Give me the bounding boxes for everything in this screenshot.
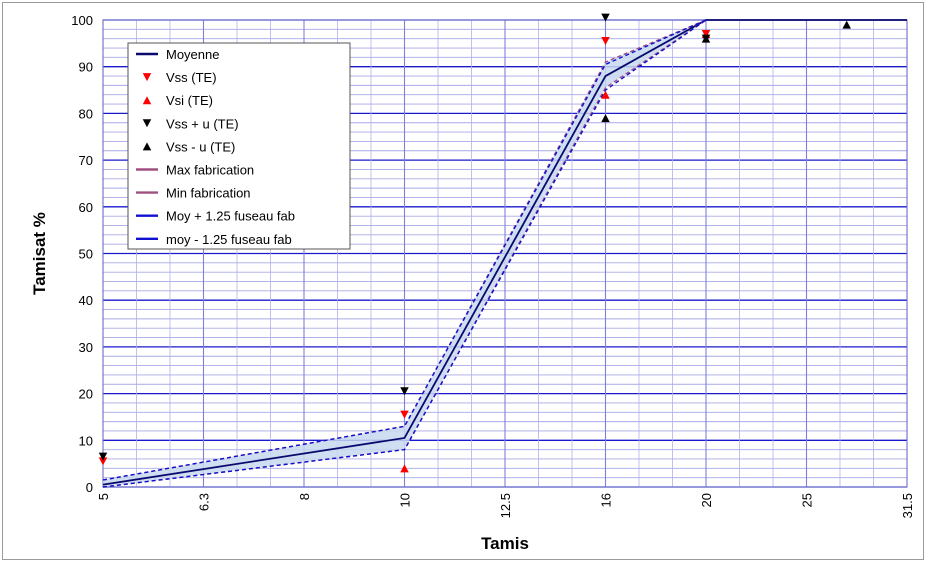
y-tick-label: 40 [79,293,93,308]
legend-swatch-marker [142,96,152,105]
y-tick-label: 90 [79,60,93,75]
marker-vss-u-te- [98,452,108,461]
x-tick-label: 6.3 [197,493,212,511]
marker-vss-u-te- [601,114,610,123]
x-tick-label: 25 [800,493,815,507]
series-line-moy-1-25-fuseau-fab [102,19,707,488]
legend-label: Moyenne [166,47,219,62]
marker-vss-u-te- [400,387,409,396]
series-line-min-fabrication [102,19,707,488]
legend-swatch-marker [142,119,152,128]
granulometry-chart: 0 10 20 30 40 50 60 70 80 90 100 5 6.3 8 10 12.5 16 20 25 3… [30,13,915,553]
legend-label: Min fabrication [166,186,251,201]
axis-ticks: 0 10 20 30 40 50 60 70 80 90 100 5 6.3 8 10 12.5 16 20 25 3… [71,13,915,518]
y-tick-label: 70 [79,153,93,168]
x-tick-label: 5 [96,493,111,500]
legend-label: Vsi (TE) [166,93,213,108]
marker-vss-u-te- [601,13,610,22]
series-line-moyenne [102,19,907,486]
y-tick-label: 20 [79,387,93,402]
marker-vss-te- [400,410,409,419]
marker-vss-u-te- [842,20,851,29]
y-axis-title: Tamisat % [30,212,49,295]
x-tick-label: 10 [398,493,413,507]
y-tick-label: 10 [79,433,93,448]
legend-label: Vss (TE) [166,70,217,85]
y-tick-label: 100 [71,13,93,28]
legend-swatch-marker [142,73,152,82]
legend-label: Vss + u (TE) [166,116,239,131]
legend-label: Max fabrication [166,163,254,178]
series-markers [98,13,851,473]
y-tick-label: 60 [79,200,93,215]
marker-vsi-te- [400,464,409,473]
x-tick-label: 12.5 [498,493,513,518]
series-lines [102,19,907,488]
marker-vss-u-te- [701,34,711,43]
legend-swatch-marker [142,142,152,151]
y-tick-label: 0 [86,480,93,495]
marker-vss-te- [98,457,108,466]
y-tick-label: 50 [79,247,93,262]
legend-label: Vss - u (TE) [166,139,235,154]
marker-vss-te- [601,37,610,46]
legend-label: Moy + 1.25 fuseau fab [166,209,295,224]
legend-label: moy - 1.25 fuseau fab [166,232,292,247]
x-tick-label: 31.5 [900,493,915,518]
legend: Moyenne Vss (TE) Vsi (TE) Vss + u (TE) Vss -… [127,42,351,250]
x-tick-label: 20 [699,493,714,507]
y-tick-label: 30 [79,340,93,355]
series-line-moy-1-25-fuseau-fab [102,19,707,481]
y-tick-label: 80 [79,106,93,121]
plot-border [102,19,908,488]
legend-box [127,42,351,250]
x-axis-title: Tamis [481,534,529,553]
x-tick-label: 8 [297,493,312,500]
marker-vsi-te- [601,90,610,99]
x-tick-label: 16 [599,493,614,507]
